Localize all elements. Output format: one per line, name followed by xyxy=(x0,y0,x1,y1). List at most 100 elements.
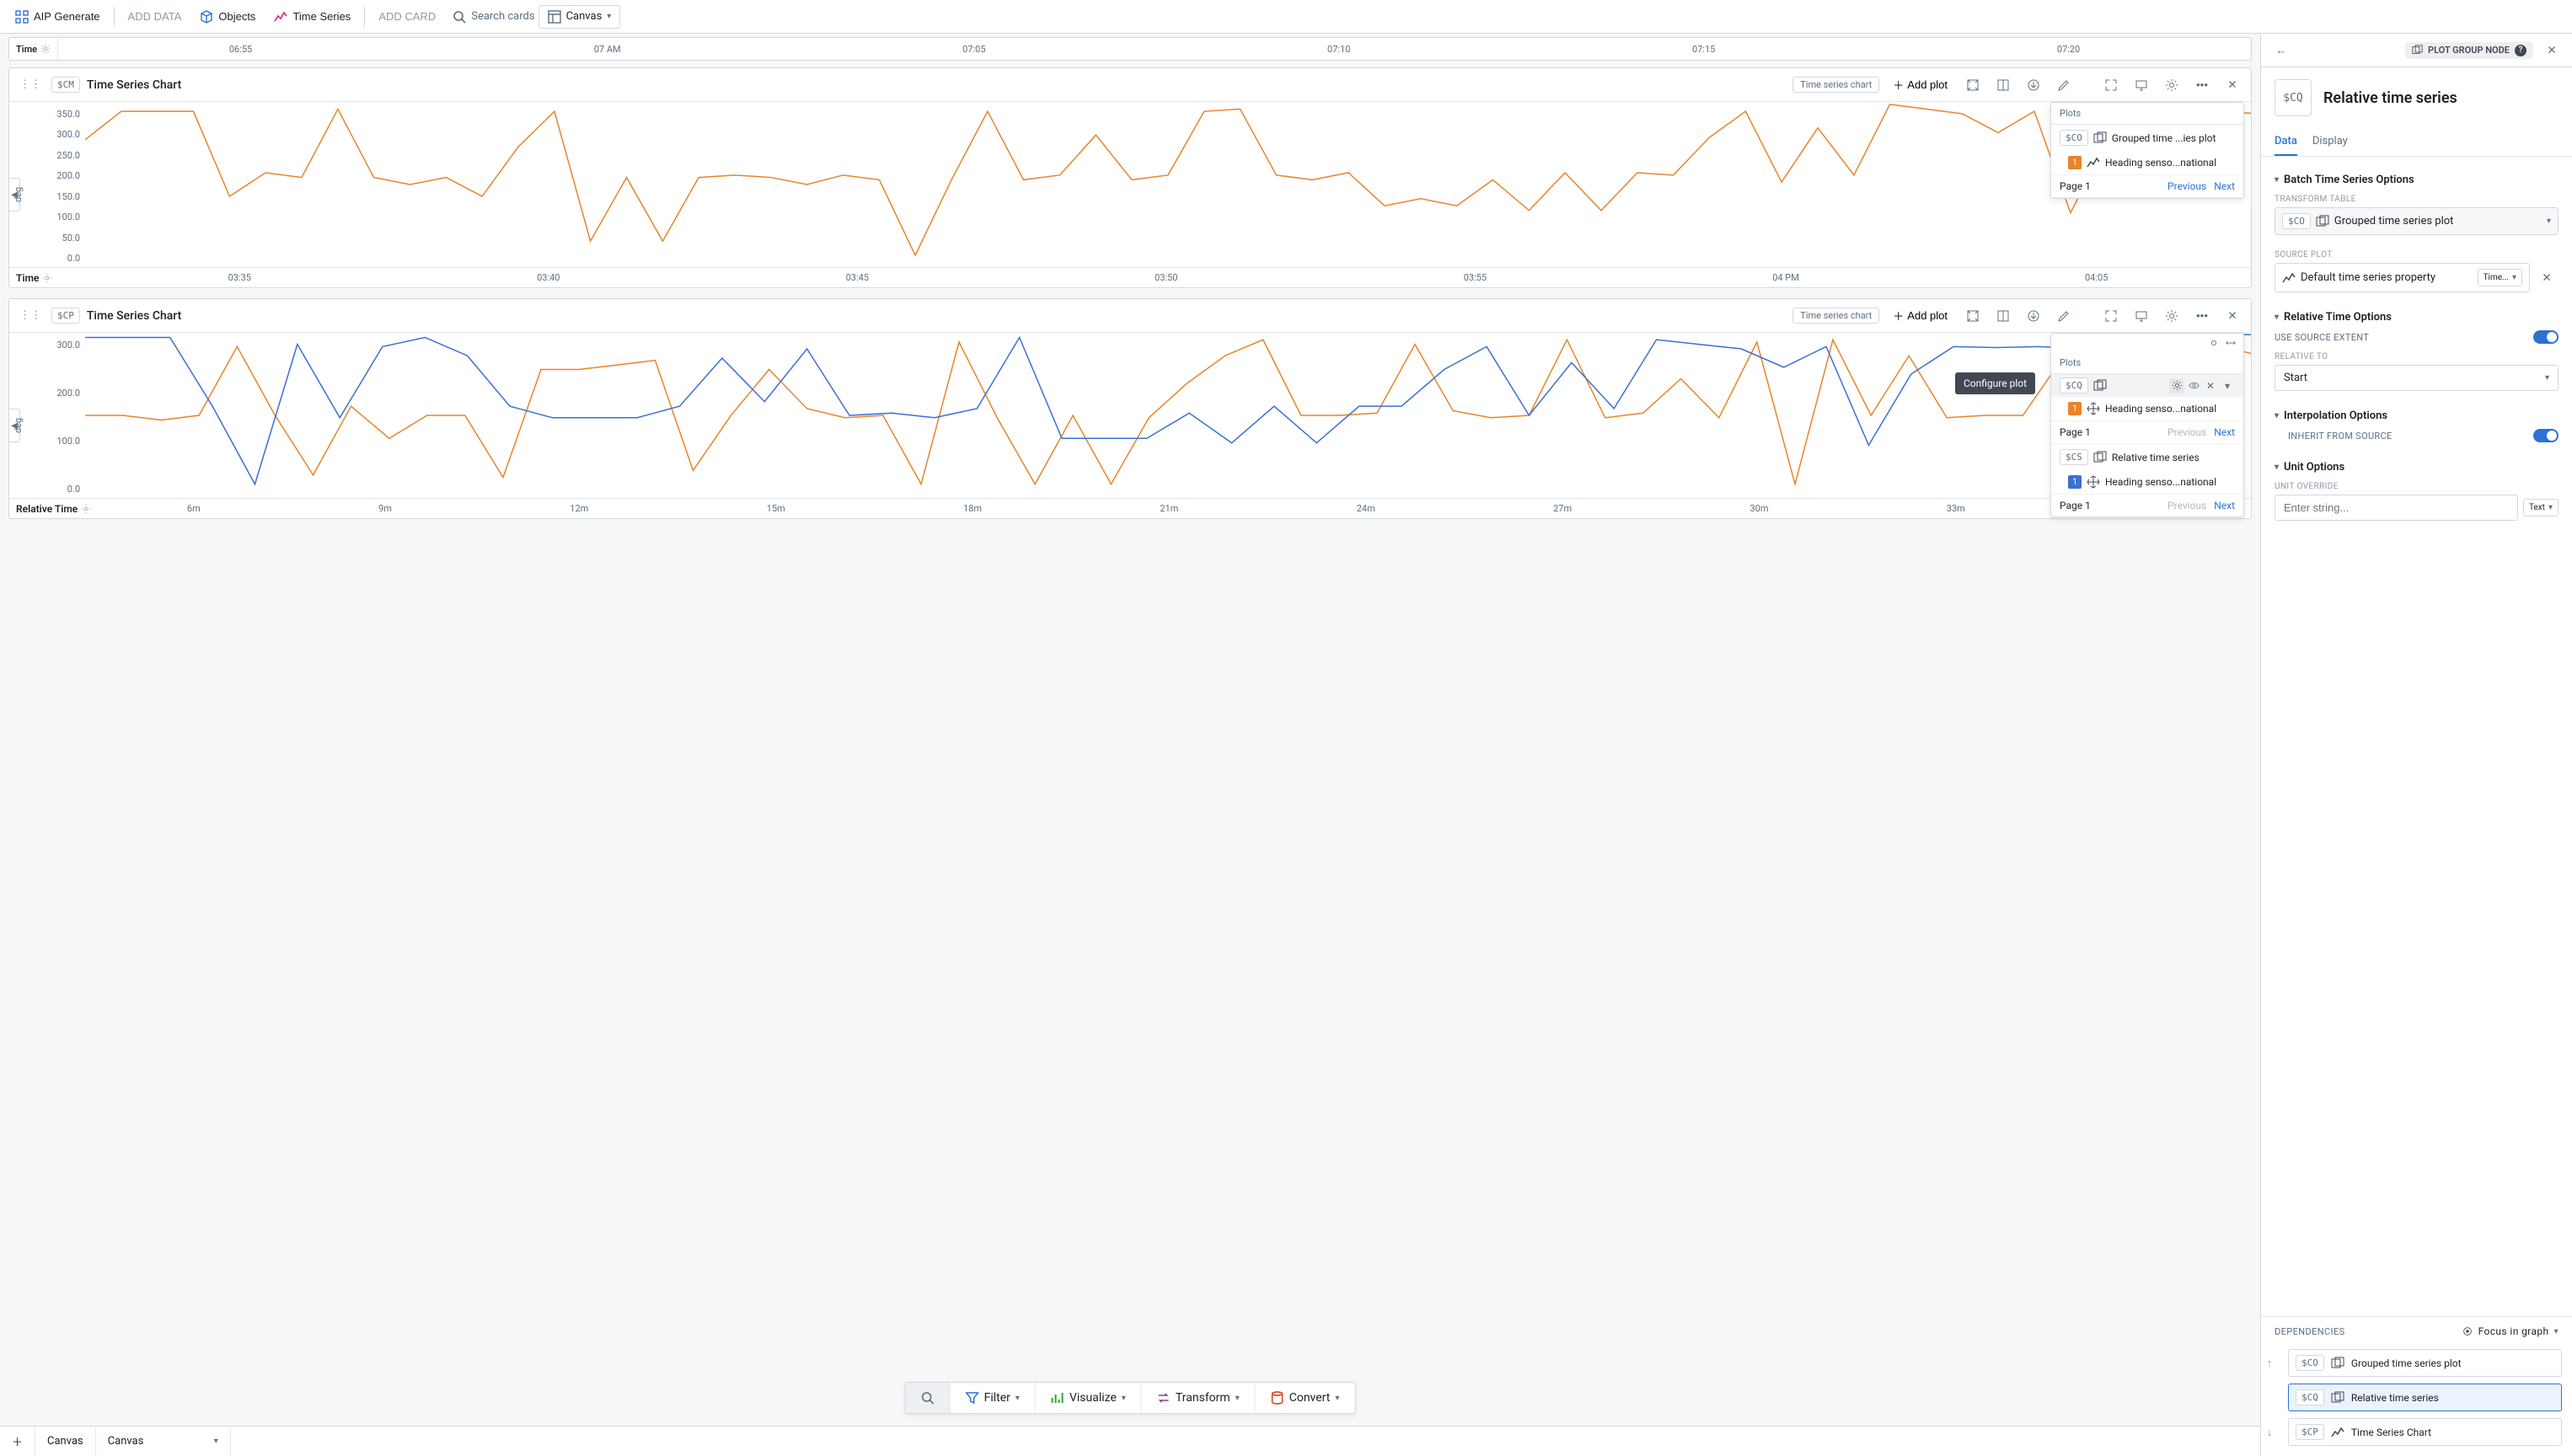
expand-icon[interactable] xyxy=(2099,73,2123,97)
edit-icon[interactable] xyxy=(2052,304,2076,328)
pill-label: PLOT GROUP NODE xyxy=(2428,45,2510,56)
transform-table-field[interactable]: $CO Grouped time series plot ▾ xyxy=(2275,207,2559,235)
action-visualize-button[interactable]: Visualize ▾ xyxy=(1036,1383,1142,1413)
next-link[interactable]: Next xyxy=(2214,426,2235,438)
add-data-button[interactable]: ADD DATA xyxy=(120,6,190,27)
visualize-label: Visualize xyxy=(1069,1391,1117,1405)
close-sidebar-button[interactable]: ✕ xyxy=(2540,39,2564,62)
canvas-select-label: Canvas xyxy=(108,1435,144,1448)
xaxis-ticks: 03:3503:4003:4503:5003:5504 PM04:05 xyxy=(85,272,2251,283)
use-source-extent-toggle[interactable] xyxy=(2533,330,2559,344)
settings-icon[interactable] xyxy=(2160,73,2184,97)
add-tab-button[interactable]: ＋ xyxy=(0,1427,35,1456)
group-icon xyxy=(2331,1357,2344,1370)
objects-button[interactable]: Objects xyxy=(191,6,264,28)
expand-icon[interactable] xyxy=(2099,304,2123,328)
objects-label: Objects xyxy=(218,10,255,23)
time-series-button[interactable]: Time Series xyxy=(265,6,359,28)
aip-generate-button[interactable]: AIP Generate xyxy=(7,6,109,28)
prev-link[interactable]: Previous xyxy=(2167,180,2206,192)
canvas-tab[interactable]: Canvas xyxy=(35,1427,96,1456)
chevron-down-icon[interactable]: ▾ xyxy=(2220,378,2235,393)
resize-horizontal-icon[interactable] xyxy=(2225,337,2237,349)
action-bar: Filter ▾ Visualize ▾ Transform ▾ Convert… xyxy=(905,1382,1356,1414)
plot-group-row[interactable]: $CS Relative time series xyxy=(2051,444,2243,470)
action-transform-button[interactable]: Transform ▾ xyxy=(1142,1383,1256,1413)
close-icon[interactable]: ✕ xyxy=(2221,73,2244,97)
popover-header: Plots xyxy=(2051,352,2243,374)
dependency-row[interactable]: $CPTime Series Chart xyxy=(2288,1418,2562,1446)
tick: 06:55 xyxy=(229,44,252,55)
gear-icon[interactable] xyxy=(40,44,51,54)
prev-link[interactable]: Previous xyxy=(2167,426,2206,438)
edit-icon[interactable] xyxy=(2052,73,2076,97)
more-icon[interactable]: ••• xyxy=(2190,73,2214,97)
tick: 9m xyxy=(378,503,392,514)
panel-icon[interactable] xyxy=(1991,73,2015,97)
series-name: Heading senso...national xyxy=(2105,403,2216,415)
source-plot-field[interactable]: Default time series property Time...▾ xyxy=(2275,263,2530,292)
section-relative-options[interactable]: ▾Relative Time Options xyxy=(2275,311,2559,324)
next-link[interactable]: Next xyxy=(2214,500,2235,511)
settings-icon[interactable] xyxy=(2160,304,2184,328)
relative-to-select[interactable]: Start ▾ xyxy=(2275,365,2559,391)
canvas-select-bottom[interactable]: Canvas ▾ xyxy=(96,1427,231,1456)
action-convert-button[interactable]: Convert ▾ xyxy=(1256,1383,1355,1413)
dependency-row[interactable]: $COGrouped time series plot xyxy=(2288,1349,2562,1377)
download-icon[interactable] xyxy=(2022,304,2045,328)
action-filter-button[interactable]: Filter ▾ xyxy=(951,1383,1036,1413)
unit-type-select[interactable]: Text▾ xyxy=(2523,499,2559,517)
search-cards[interactable]: Search cards xyxy=(446,10,534,24)
tick: 21m xyxy=(1160,503,1178,514)
more-icon[interactable]: ••• xyxy=(2190,304,2214,328)
plot-group-row[interactable]: $CO Grouped time ...ies plot xyxy=(2051,125,2243,151)
add-plot-button[interactable]: ＋Add plot xyxy=(1886,304,1954,327)
focus-in-graph-link[interactable]: Focus in graph ▾ xyxy=(2462,1325,2559,1337)
time-ruler: Time 06:55 07 AM 07:05 07:10 07:15 07:20 xyxy=(8,37,2252,61)
gear-icon[interactable] xyxy=(42,273,52,283)
panel-icon[interactable] xyxy=(1991,304,2015,328)
prev-link[interactable]: Previous xyxy=(2167,500,2206,511)
chart-plot-area[interactable]: Relative Time 6m9m12m15m18m21m24m27m30m3… xyxy=(85,333,2251,518)
sidebar-title-row: $CQ Relative time series xyxy=(2261,67,2572,128)
chart-plot-area[interactable]: Time 03:3503:4003:4503:5003:5504 PM04:05 xyxy=(85,102,2251,287)
monitor-icon[interactable] xyxy=(2130,304,2153,328)
action-search-button[interactable] xyxy=(906,1383,951,1413)
chart-yaxis: deg 300.0200.0100.00.0 xyxy=(9,333,85,518)
inherit-from-source-toggle[interactable] xyxy=(2533,429,2559,442)
link-icon[interactable] xyxy=(2208,337,2220,349)
card-type-chip: Time series chart xyxy=(1792,308,1879,324)
source-plot-type-select[interactable]: Time...▾ xyxy=(2478,269,2522,286)
chevron-down-icon: ▾ xyxy=(1015,1394,1020,1403)
close-icon[interactable]: ✕ xyxy=(2221,304,2244,328)
add-card-button[interactable]: ADD CARD xyxy=(370,6,444,27)
add-plot-button[interactable]: ＋Add plot xyxy=(1886,73,1954,96)
plot-group-row[interactable]: Configure plot $CQ ✕ ▾ xyxy=(2051,374,2243,397)
drag-handle-icon[interactable]: ⋮⋮ xyxy=(16,78,45,91)
canvas-select[interactable]: Canvas ▾ xyxy=(539,5,621,29)
close-icon[interactable]: ✕ xyxy=(2203,378,2218,393)
next-link[interactable]: Next xyxy=(2214,180,2235,192)
unit-override-input[interactable] xyxy=(2275,495,2518,521)
section-unit-options[interactable]: ▾Unit Options xyxy=(2275,461,2559,474)
gear-icon[interactable] xyxy=(2169,378,2184,393)
eye-icon[interactable] xyxy=(2186,378,2201,393)
section-batch-options[interactable]: ▾Batch Time Series Options xyxy=(2275,174,2559,186)
dependency-row[interactable]: $CQRelative time series xyxy=(2288,1384,2562,1411)
help-icon[interactable]: ? xyxy=(2515,45,2526,56)
tab-display[interactable]: Display xyxy=(2312,128,2348,156)
series-row[interactable]: 1 Heading senso...national xyxy=(2051,397,2243,420)
fit-icon[interactable] xyxy=(1961,73,1985,97)
download-icon[interactable] xyxy=(2022,73,2045,97)
monitor-icon[interactable] xyxy=(2130,73,2153,97)
series-row[interactable]: 1 Heading senso...national xyxy=(2051,151,2243,174)
section-interpolation-options[interactable]: ▾Interpolation Options xyxy=(2275,410,2559,422)
series-color-badge: 1 xyxy=(2068,475,2082,489)
remove-source-plot-button[interactable]: ✕ xyxy=(2535,266,2559,290)
series-row[interactable]: 1 Heading senso...national xyxy=(2051,470,2243,494)
drag-handle-icon[interactable]: ⋮⋮ xyxy=(16,309,45,322)
gear-icon[interactable] xyxy=(81,504,91,514)
fit-icon[interactable] xyxy=(1961,304,1985,328)
back-button[interactable]: ← xyxy=(2269,39,2293,62)
tab-data[interactable]: Data xyxy=(2275,128,2297,156)
